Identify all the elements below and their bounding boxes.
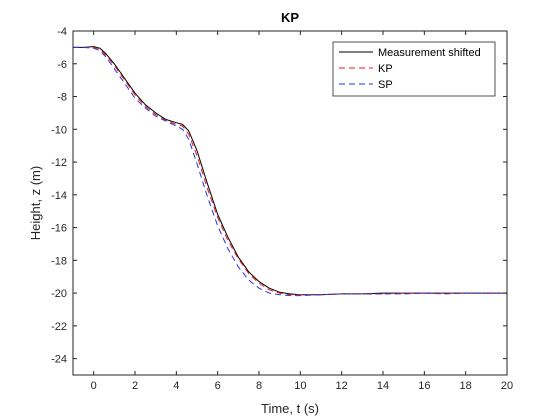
x-tick-label: 14 [377,380,389,392]
legend: Measurement shifted KP SP [332,41,496,97]
x-tick-label: 2 [132,380,138,392]
y-tick-label: -14 [51,190,67,202]
y-tick-label: -22 [51,321,67,333]
x-tick-label: 20 [501,380,513,392]
x-tick-label: 6 [215,380,221,392]
y-tick-label: -6 [57,59,67,71]
y-ticks: -24 -22 -20 -18 -16 -14 -12 -10 -8 -6 -4 [51,26,507,366]
x-tick-label: 8 [256,380,262,392]
y-tick-label: -12 [51,157,67,169]
legend-label-kp: KP [378,63,393,75]
x-tick-label: 18 [460,380,472,392]
y-tick-label: -8 [57,92,67,104]
x-tick-label: 10 [294,380,306,392]
y-tick-label: -20 [51,288,67,300]
y-tick-label: -16 [51,223,67,235]
y-tick-label: -18 [51,255,67,267]
legend-label-measurement: Measurement shifted [378,47,481,59]
legend-label-sp: SP [378,79,393,91]
series-layer [73,46,507,297]
chart-title: KP [281,10,299,25]
series-line-sp [73,46,507,297]
x-tick-label: 4 [173,380,179,392]
y-tick-label: -24 [51,354,67,366]
axes-box [72,30,508,376]
x-tick-label: 12 [336,380,348,392]
y-tick-label: -10 [51,124,67,136]
series-line-measurement [73,46,507,296]
y-tick-label: -4 [57,26,67,38]
x-tick-label: 0 [91,380,97,392]
x-axis-label: Time, t (s) [261,401,319,416]
y-axis-label: Height, z (m) [28,166,43,240]
x-ticks: 0 2 4 6 8 10 12 14 16 18 20 [91,31,513,392]
legend-box [332,41,496,97]
x-tick-label: 16 [418,380,430,392]
